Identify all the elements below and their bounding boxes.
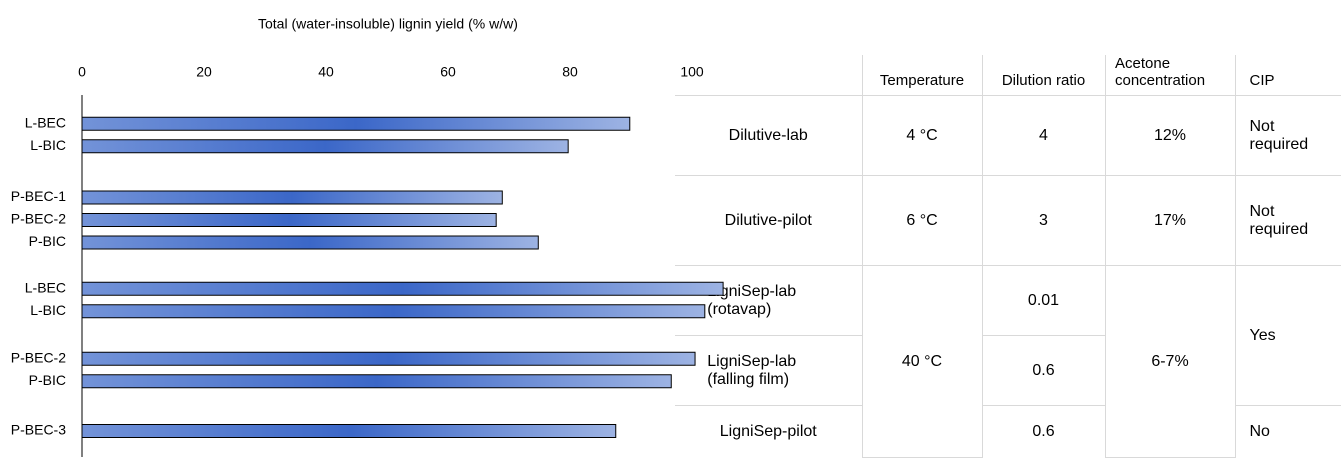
cell: 6 °C [861,175,983,266]
cell: 3 [981,175,1106,266]
method-cell: LigniSep-lab (rotavap) [675,265,863,336]
y-tick-label: P-BIC [29,233,66,249]
bar [81,424,617,438]
y-tick-label: L-BEC [25,279,66,295]
method-cell: LigniSep-lab (falling film) [675,335,863,406]
y-tick-label: P-BEC-1 [11,188,66,204]
bar [81,213,497,227]
cell: 0.6 [981,405,1106,458]
y-tick-label: L-BIC [30,137,66,153]
cell: Yes [1234,265,1341,406]
cell: 0.6 [981,335,1106,406]
cell: No [1234,405,1341,458]
bar [81,190,503,205]
cell-text: LigniSep-lab (falling film) [707,352,797,388]
cell: 4 °C [861,95,983,176]
cell: 17% [1104,175,1236,266]
bar [81,374,672,389]
cell: 0.01 [981,265,1106,336]
bar [81,116,631,131]
cell: 6-7% [1104,265,1236,458]
x-tick-label: 60 [440,64,456,80]
cell: 4 [981,95,1106,176]
cell-text: Not required [1249,202,1309,238]
y-tick-label: P-BIC [29,372,66,388]
method-cell: Dilutive-pilot [675,175,863,266]
y-tick-label: P-BEC-2 [11,349,66,365]
method-cell: Dilutive-lab [675,95,863,176]
chart-title: Total (water-insoluble) lignin yield (% … [258,16,518,32]
method-cell: LigniSep-pilot [675,405,863,458]
conditions-table: Temperature Dilution ratio Acetone conce… [675,55,1341,458]
header-cell: Temperature [861,55,983,96]
x-tick-label: 0 [78,64,86,80]
cell: Not required [1234,175,1341,266]
y-tick-label: P-BEC-3 [11,422,66,438]
cell-text: LigniSep-lab (rotavap) [707,282,797,318]
cell: 40 °C [861,265,983,458]
cell: Not required [1234,95,1341,176]
y-tick-label: L-BEC [25,114,66,130]
header-cell: Dilution ratio [981,55,1106,96]
bar [81,139,569,154]
x-tick-label: 80 [562,64,578,80]
cell-text: Not required [1249,117,1309,153]
x-tick-label: 20 [196,64,212,80]
bar [81,304,706,319]
header-text: Acetone concentration [1115,55,1206,89]
y-tick-label: P-BEC-2 [11,211,66,227]
header-cell: Acetone concentration [1104,55,1236,96]
x-tick-label: 40 [318,64,334,80]
cell: 12% [1104,95,1236,176]
header-cell: CIP [1234,55,1341,96]
bar [81,281,724,296]
bar [81,235,539,250]
y-tick-label: L-BIC [30,302,66,318]
bar [81,351,696,366]
